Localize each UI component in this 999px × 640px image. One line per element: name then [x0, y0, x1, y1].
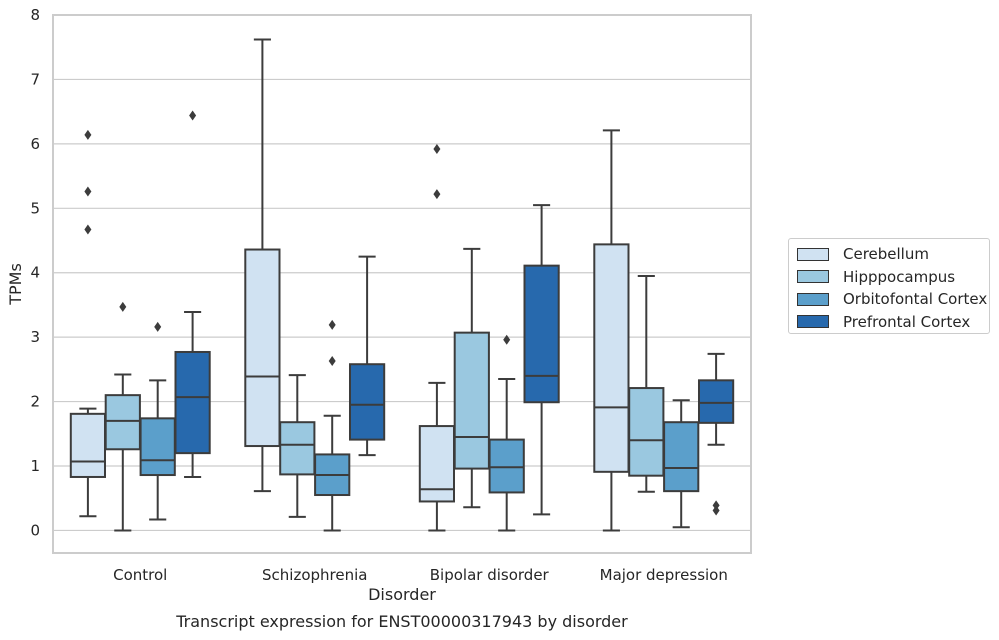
x-tick-label: Schizophrenia: [262, 566, 367, 584]
x-tick-label: Control: [113, 566, 167, 584]
legend-item: Cerebellum: [797, 243, 989, 266]
outlier-point: [84, 224, 92, 235]
y-tick-label: 2: [30, 393, 40, 411]
outlier-point: [84, 129, 92, 140]
box-iqr: [174, 350, 211, 455]
legend-label: Hipppocampus: [843, 267, 956, 286]
x-tick-labels: Control Schizophrenia Bipolar disorder Majo…: [113, 566, 728, 584]
box-iqr: [488, 438, 525, 494]
box-groups: [69, 38, 735, 532]
box-1-3: [348, 255, 386, 457]
box-iqr: [279, 421, 316, 476]
y-tick-label: 3: [30, 328, 40, 346]
box-iqr: [244, 248, 281, 448]
outlier-point: [189, 110, 197, 121]
box-iqr: [453, 331, 490, 470]
box-0-1: [104, 301, 141, 532]
y-tick-label: 1: [30, 457, 40, 475]
legend-item: Prefrontal Cortex: [797, 311, 989, 334]
legend-swatch: [797, 270, 829, 284]
outlier-point: [433, 144, 441, 155]
outlier-point: [154, 321, 162, 332]
outlier-point: [712, 505, 720, 516]
chart-caption: Transcript expression for ENST0000031794…: [175, 612, 628, 631]
box-1-1: [279, 374, 316, 518]
legend-label: Orbitofontal Cortex: [843, 290, 988, 309]
y-tick-label: 0: [30, 521, 40, 539]
box-iqr: [523, 264, 560, 404]
box-3-2: [663, 399, 700, 529]
outlier-point: [433, 189, 441, 200]
box-3-0: [593, 129, 630, 532]
plot-frame: [52, 14, 752, 554]
box-0-0: [69, 129, 107, 518]
box-2-2: [488, 334, 525, 532]
box-0-3: [174, 110, 211, 478]
legend-label: Prefrontal Cortex: [843, 312, 971, 331]
x-tick-label: Major depression: [600, 566, 728, 584]
legend-item: Hipppocampus: [797, 266, 989, 289]
legend-swatch: [797, 292, 829, 306]
box-iqr: [593, 243, 630, 473]
legend: Cerebellum Hipppocampus Orbitofontal Corte…: [788, 238, 990, 334]
x-axis-label: Disorder: [368, 585, 436, 604]
outlier-point: [119, 301, 127, 312]
box-iqr: [139, 417, 176, 477]
box-3-3: [697, 352, 735, 516]
box-iqr: [348, 363, 386, 441]
outlier-point: [84, 186, 92, 197]
legend-swatch: [797, 247, 829, 261]
box-1-0: [244, 38, 281, 493]
y-tick-label: 5: [30, 199, 40, 217]
box-2-0: [418, 144, 456, 532]
legend-swatch: [797, 315, 829, 329]
y-tick-label: 4: [30, 264, 40, 282]
box-1-2: [314, 319, 351, 532]
outlier-point: [328, 355, 336, 366]
outlier-point: [712, 500, 720, 511]
y-tick-label: 8: [30, 6, 40, 24]
box-2-1: [453, 247, 490, 509]
box-iqr: [663, 421, 700, 493]
box-2-3: [523, 204, 560, 516]
box-iqr: [697, 379, 735, 424]
legend-label: Cerebellum: [843, 245, 929, 264]
y-tick-label: 6: [30, 135, 40, 153]
y-tick-labels: 0 1 2 3 4 5 6 7 8: [30, 6, 40, 539]
y-tick-label: 7: [30, 70, 40, 88]
outlier-point: [503, 334, 511, 345]
box-iqr: [69, 412, 107, 478]
box-iqr: [104, 394, 141, 451]
legend-item: Orbitofontal Cortex: [797, 288, 989, 311]
box-0-2: [139, 321, 176, 521]
box-iqr: [628, 387, 665, 477]
x-tick-label: Bipolar disorder: [430, 566, 550, 584]
y-axis-label: TPMs: [6, 263, 25, 306]
outlier-point: [328, 319, 336, 330]
